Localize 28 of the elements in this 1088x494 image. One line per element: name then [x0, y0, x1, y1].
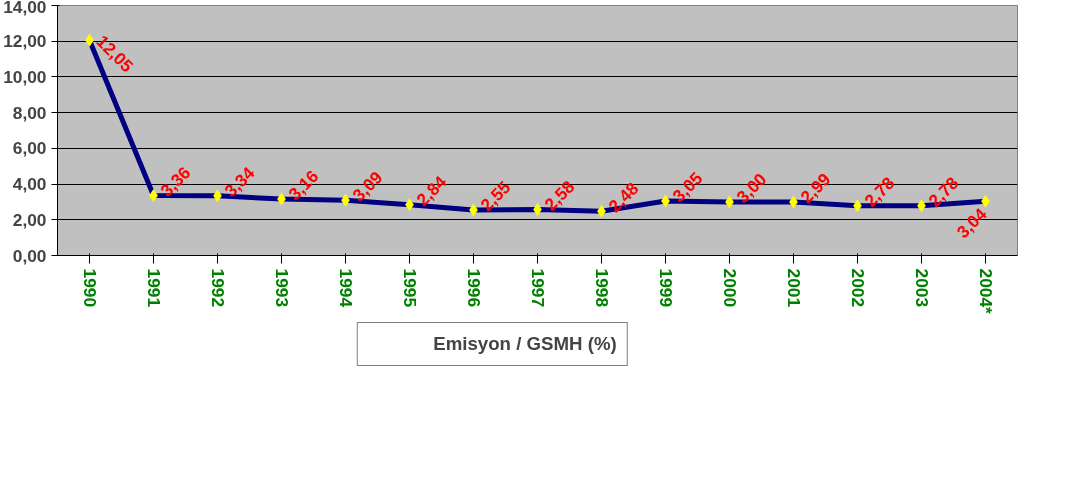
y-tick-label: 8,00 [12, 102, 47, 123]
x-tick-label: 1997 [527, 268, 548, 308]
x-tick-label: 1994 [335, 268, 356, 308]
x-tick-label: 1990 [79, 268, 100, 308]
x-tick-label: 1991 [143, 268, 164, 308]
x-tick-label: 2000 [719, 268, 740, 308]
data-label: 3,16 [284, 165, 323, 205]
data-label: 3,09 [348, 167, 387, 206]
x-tick-label: 1993 [271, 268, 292, 308]
y-tick-label: 2,00 [12, 209, 47, 230]
data-label: 3,36 [156, 162, 195, 201]
text: Emisyon / GSMH (%) [433, 333, 617, 355]
x-tick-label: 1996 [463, 268, 484, 308]
y-tick-label: 4,00 [12, 174, 47, 195]
x-tick-label: 1995 [399, 268, 420, 308]
y-tick-label: 0,00 [12, 245, 47, 266]
x-tick-label: 2004* [975, 268, 996, 315]
y-tick-label: 12,00 [3, 31, 47, 52]
x-tick-label: 1998 [591, 268, 612, 308]
x-tick-label: 2003 [911, 268, 932, 308]
x-tick-label: 2001 [783, 268, 804, 308]
x-tick-label: 2002 [847, 268, 868, 308]
y-tick-label: 14,00 [3, 0, 47, 17]
x-tick-label: 1999 [655, 268, 676, 308]
x-tick-label: 1992 [207, 268, 228, 308]
y-tick-label: 6,00 [12, 138, 47, 159]
data-label: 3,00 [732, 169, 771, 207]
y-tick-label: 10,00 [3, 66, 47, 87]
